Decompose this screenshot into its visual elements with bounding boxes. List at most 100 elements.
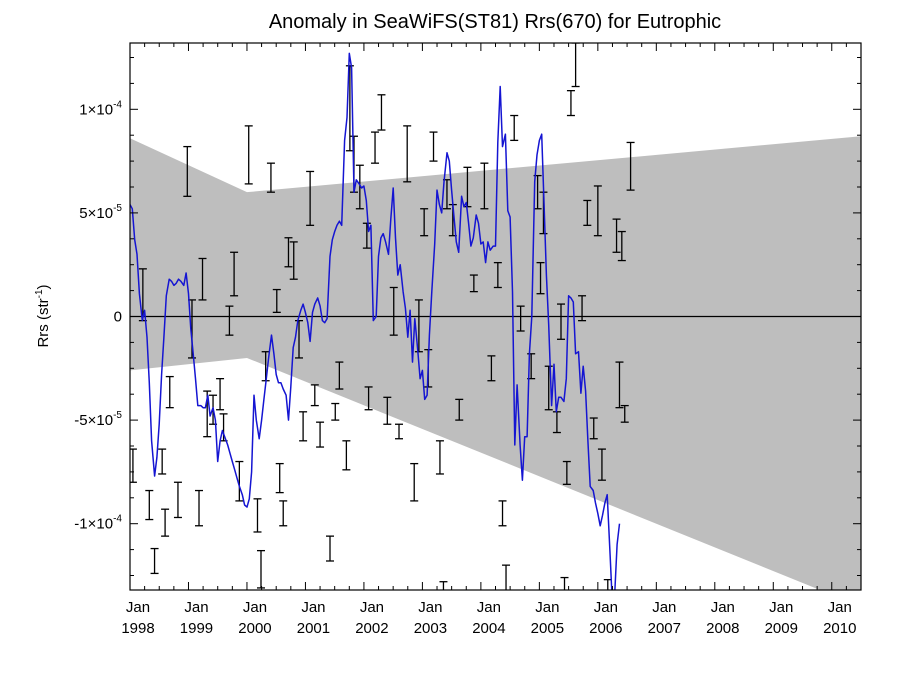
error-bar — [566, 90, 575, 117]
y-tick-label: 0 — [114, 309, 122, 326]
x-tick-label: Jan 2000 — [238, 599, 271, 637]
error-bar — [383, 396, 392, 425]
x-tick-year: 1999 — [180, 620, 213, 637]
axes — [129, 42, 862, 591]
error-bar — [498, 500, 507, 527]
y-tick-mantissa: -5×10 — [74, 412, 113, 429]
error-bar — [161, 508, 170, 537]
error-bar — [244, 125, 253, 185]
error-bar — [279, 500, 288, 527]
error-bar — [266, 162, 275, 193]
x-tick-month: Jan — [243, 599, 267, 616]
error-bar — [316, 421, 325, 448]
error-bar — [455, 398, 464, 421]
x-tick-label: Jan 2010 — [823, 599, 856, 637]
error-bar — [225, 305, 234, 336]
y-tick-exponent: -5 — [113, 410, 122, 421]
error-bar — [593, 185, 602, 237]
x-tick-year: 2004 — [472, 620, 505, 637]
x-tick-label: Jan 2005 — [531, 599, 564, 637]
x-tick-year: 2009 — [765, 620, 798, 637]
x-tick-label: Jan 2009 — [765, 599, 798, 637]
error-bar — [272, 288, 281, 314]
error-bar — [403, 125, 412, 183]
error-bar — [562, 460, 571, 485]
y-tick-mantissa: -1×10 — [74, 516, 113, 533]
error-bar — [414, 299, 423, 353]
x-tick-label: Jan 2003 — [414, 599, 447, 637]
x-tick-year: 2008 — [706, 620, 739, 637]
error-bar — [493, 261, 502, 289]
error-bar — [275, 462, 284, 494]
error-bar — [377, 94, 386, 131]
error-bar — [342, 440, 351, 471]
error-bar — [195, 489, 204, 527]
x-tick-month: Jan — [301, 599, 325, 616]
y-tick-mantissa: 1×10 — [79, 101, 113, 118]
error-bar — [556, 303, 565, 340]
x-tick-year: 2002 — [355, 620, 388, 637]
error-bar — [150, 547, 159, 575]
error-bar — [597, 448, 606, 481]
error-bar — [469, 274, 478, 293]
y-tick-exponent: -4 — [113, 514, 122, 525]
error-bar — [389, 286, 398, 336]
y-tick-label: -1×10-4 — [74, 514, 122, 533]
y-tick-mantissa: 5×10 — [79, 205, 113, 222]
x-tick-month: Jan — [652, 599, 676, 616]
x-tick-month: Jan — [828, 599, 852, 616]
error-bar — [589, 417, 598, 440]
series-lines — [130, 52, 621, 590]
error-bar — [626, 141, 635, 191]
error-bar — [284, 237, 293, 268]
error-bar — [230, 251, 239, 297]
error-bar — [299, 411, 308, 442]
error-bar — [295, 319, 304, 359]
error-bar — [502, 564, 511, 590]
error-bar — [326, 535, 335, 562]
error-bar — [145, 489, 154, 521]
x-tick-month: Jan — [126, 599, 150, 616]
x-tick-year: 2003 — [414, 620, 447, 637]
error-bar — [603, 578, 612, 590]
error-bar — [410, 462, 419, 502]
error-bar — [256, 549, 265, 589]
x-tick-label: Jan 2002 — [355, 599, 388, 637]
error-bar — [536, 261, 545, 295]
error-bar — [516, 305, 525, 332]
x-tick-month: Jan — [360, 599, 384, 616]
x-tick-year: 2006 — [589, 620, 622, 637]
error-bar — [480, 162, 489, 210]
x-tick-month: Jan — [418, 599, 442, 616]
error-bar — [173, 481, 182, 519]
error-bar — [620, 404, 629, 423]
x-tick-year: 2005 — [531, 620, 564, 637]
x-tick-month: Jan — [594, 599, 618, 616]
x-tick-year: 1998 — [121, 620, 154, 637]
error-bar — [335, 361, 344, 390]
error-bar — [235, 460, 244, 502]
error-bar — [331, 402, 340, 421]
confidence-band — [130, 136, 861, 590]
x-tick-month: Jan — [769, 599, 793, 616]
x-tick-month: Jan — [477, 599, 501, 616]
error-bar — [429, 131, 438, 162]
chart-title: Anomaly in SeaWiFS(ST81) Rrs(670) for Eu… — [269, 11, 721, 33]
x-tick-label: Jan 2007 — [648, 599, 681, 637]
y-tick-label: 5×10-5 — [79, 203, 122, 222]
error-bar — [216, 378, 225, 411]
error-bar — [617, 230, 626, 262]
error-bar — [583, 199, 592, 226]
error-bar — [355, 164, 364, 210]
error-bar — [560, 576, 569, 590]
x-tick-month: Jan — [535, 599, 559, 616]
error-bar — [487, 355, 496, 382]
x-tick-label: Jan 2008 — [706, 599, 739, 637]
y-tick-label: -5×10-5 — [74, 410, 122, 429]
x-tick-year: 2000 — [238, 620, 271, 637]
error-bar — [612, 218, 621, 253]
error-bar — [362, 222, 371, 249]
x-tick-label: Jan 1998 — [121, 599, 154, 637]
x-tick-year: 2007 — [648, 620, 681, 637]
